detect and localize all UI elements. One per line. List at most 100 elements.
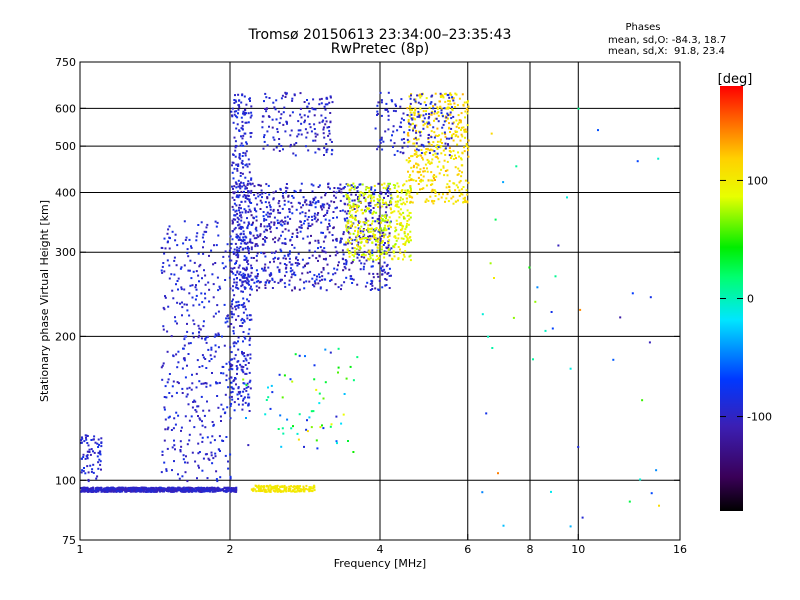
data-point [166,350,169,353]
data-point [386,203,389,206]
data-point [255,226,258,229]
data-point [447,103,450,106]
data-point [310,489,313,492]
data-point [239,184,241,187]
data-point [399,151,402,154]
data-point [406,107,409,110]
data-point [386,272,389,275]
data-point [242,390,245,393]
data-point [324,194,327,197]
data-point [349,215,352,218]
data-point [206,477,209,480]
data-point [308,204,311,206]
data-point [172,354,175,357]
data-point [387,246,390,249]
data-point [281,278,283,281]
data-point [342,253,345,256]
data-point [275,487,278,490]
data-point [344,267,347,270]
data-point [385,252,388,255]
chart-title: Tromsø 20150613 23:34:00–23:35:43 [248,27,512,43]
data-point [187,353,190,355]
data-point [262,215,265,218]
data-point [347,250,350,253]
data-point [181,392,184,394]
data-point [409,200,412,203]
data-point [310,215,313,218]
data-point [161,490,164,493]
data-point [405,226,408,229]
data-point [237,315,240,318]
data-point [214,220,217,223]
data-point [283,282,286,285]
data-point [255,490,258,493]
data-point [247,300,250,303]
data-point [199,418,202,421]
data-point [237,185,240,188]
data-point [245,141,248,144]
data-point [348,184,351,187]
data-point [163,487,166,490]
data-point [256,275,259,278]
data-point [410,93,413,96]
data-point [463,130,466,133]
data-point [296,264,299,267]
data-point [320,206,323,209]
data-point [382,219,385,222]
x-tick-label: 8 [527,543,534,556]
data-point [277,211,280,214]
data-point [217,234,220,237]
data-point [297,201,300,204]
data-point [391,197,394,200]
data-point [345,183,348,186]
data-point [415,131,418,134]
data-point [455,93,458,96]
data-point [273,223,276,226]
data-point [336,442,338,445]
data-point [394,235,397,238]
data-point [283,222,286,225]
data-point [327,182,330,185]
data-point [263,217,266,220]
data-point [234,274,237,276]
data-point [419,96,422,99]
data-point [442,165,445,168]
data-point [349,232,352,235]
data-point [298,490,301,493]
data-point [402,112,405,115]
data-point [343,217,346,220]
data-point [385,108,388,111]
data-point [367,196,370,199]
data-point [371,241,374,244]
data-point [295,256,298,259]
data-point [93,451,96,454]
data-point [211,421,214,423]
data-point [377,249,380,252]
data-point [190,415,193,418]
data-point [262,147,265,150]
data-point [316,213,319,216]
data-point [287,195,290,198]
data-point [407,239,410,242]
data-point [381,214,384,217]
data-point [167,416,170,419]
data-point [231,219,234,222]
data-point [231,368,234,371]
data-point [355,235,358,238]
data-point [243,335,246,338]
data-point [319,246,322,249]
data-point [253,185,256,188]
data-point [362,233,365,236]
data-point [232,191,235,194]
data-point [401,198,404,201]
data-point [231,387,234,390]
data-point [411,109,414,111]
data-point [416,115,419,118]
data-point [407,170,409,173]
data-point [394,200,397,203]
data-point [273,138,276,141]
data-point [240,285,243,288]
data-point [310,426,313,429]
data-point [168,247,171,250]
data-point [209,488,212,491]
